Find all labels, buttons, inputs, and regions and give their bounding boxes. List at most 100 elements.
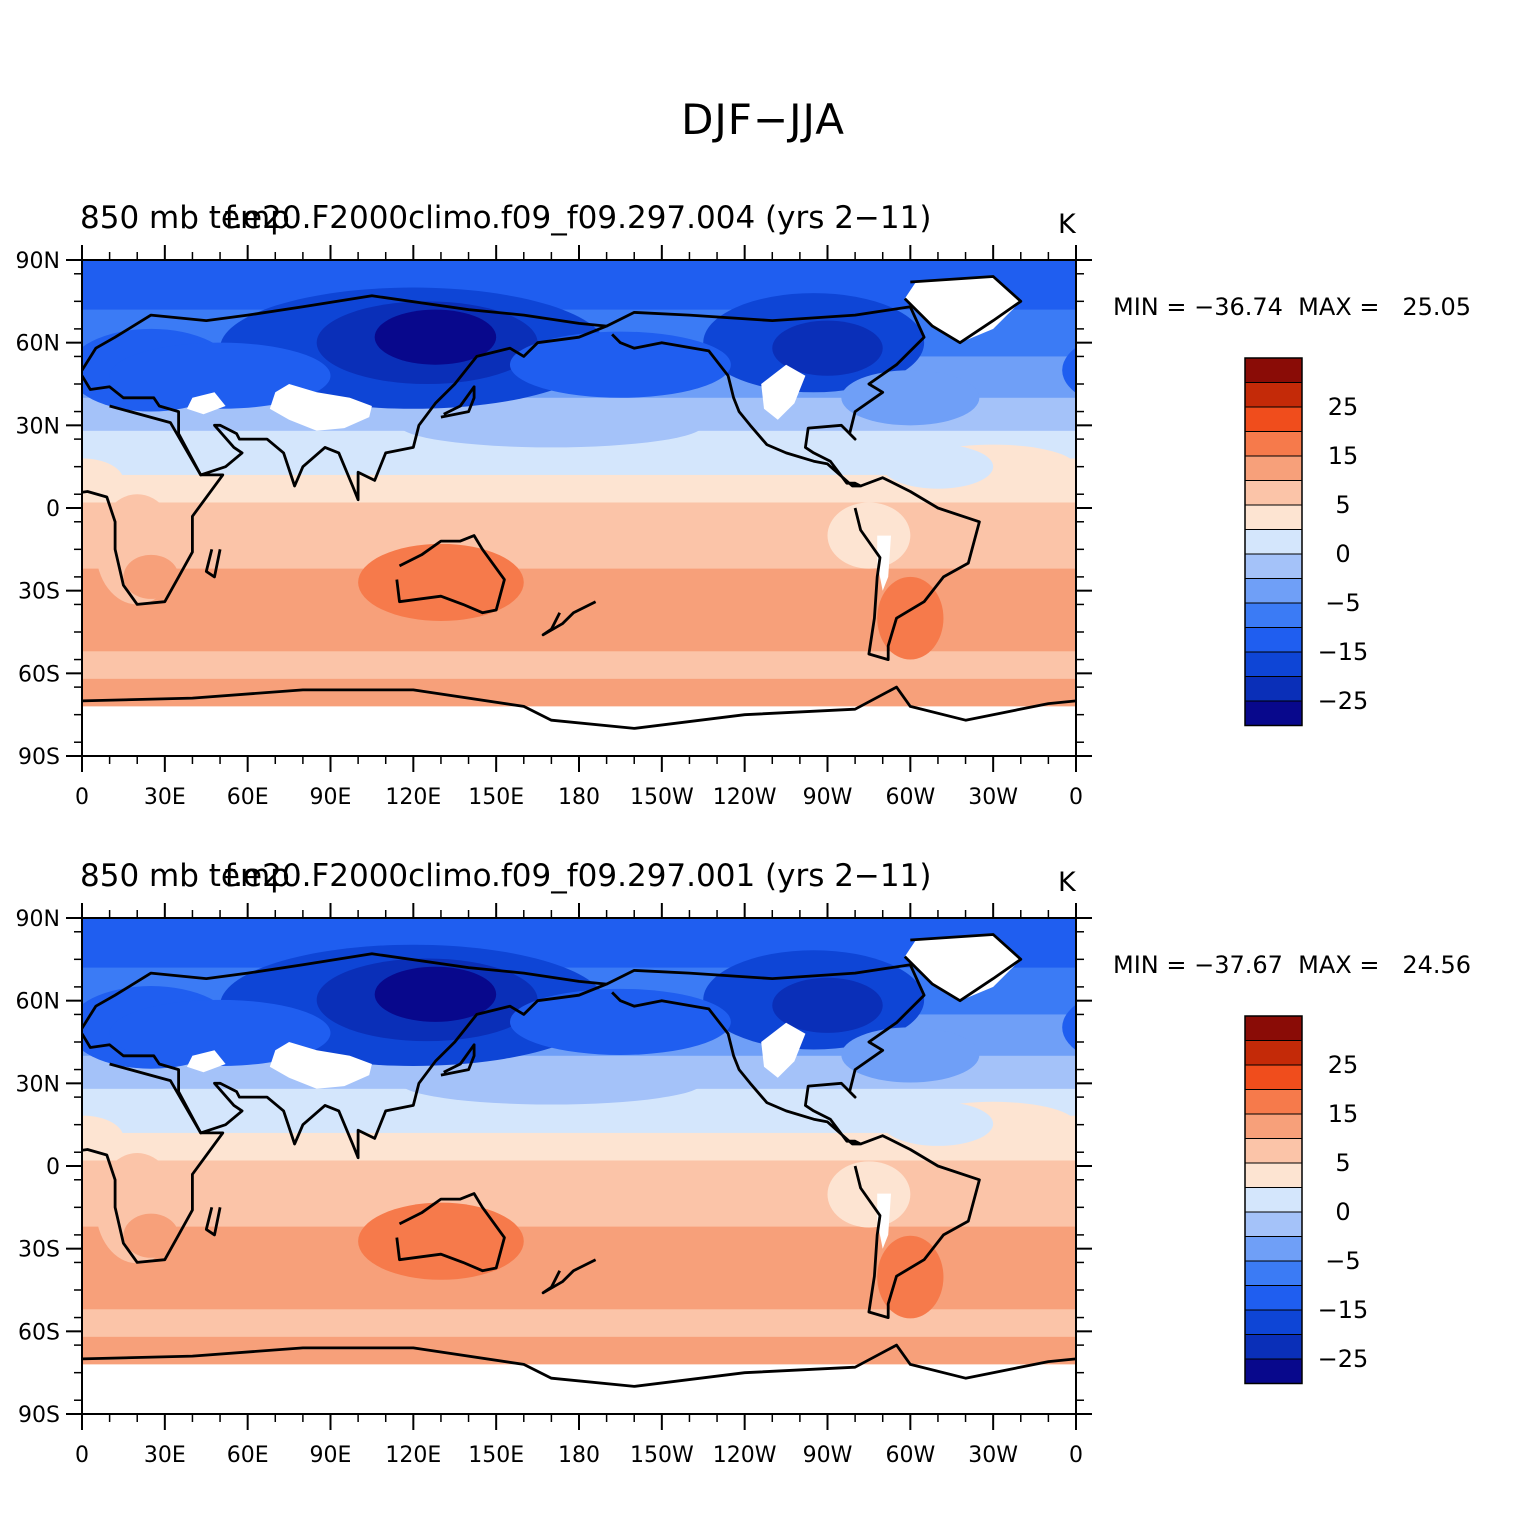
contour-region	[1104, 1000, 1110, 1066]
lon-label: 0	[1069, 785, 1083, 810]
lat-label: 30N	[16, 1072, 60, 1097]
panel-left-title: 850 mb temp	[80, 200, 290, 236]
colorbar-label: −15	[1318, 1296, 1369, 1324]
colorbar-box	[1244, 480, 1303, 506]
colorbar-box	[1244, 578, 1303, 604]
coastline	[605, 963, 926, 1146]
map-plot: 90N 60N 30N 0 30S 60S 90S 0 30E 60E 90E 120E 150E 180…	[0, 903, 1110, 1468]
lon-label: 120E	[385, 785, 441, 810]
contour-region	[1034, 458, 1076, 503]
colorbar-box	[1244, 1187, 1303, 1213]
lon-label: 30W	[968, 1443, 1018, 1468]
contour-region	[841, 370, 980, 426]
contour-region	[82, 1115, 124, 1160]
map-field	[0, 260, 1110, 756]
colorbar-box	[1244, 1236, 1303, 1262]
colorbar-box	[1244, 431, 1303, 457]
contour-region	[772, 977, 883, 1033]
contour-region	[1062, 347, 1076, 394]
coastline	[605, 305, 926, 488]
contour-region	[358, 543, 524, 621]
contour-region	[1104, 343, 1110, 409]
contour-region	[1090, 1153, 1110, 1263]
colorbar-box	[1244, 357, 1303, 383]
contour-region	[0, 1102, 82, 1146]
coastline	[903, 933, 1023, 1003]
lat-label: 90S	[18, 1403, 60, 1428]
colorbar-label: 15	[1328, 442, 1359, 470]
missing-region	[877, 1193, 891, 1249]
panel-units: K	[1058, 209, 1076, 240]
colorbar-box	[1244, 1064, 1303, 1090]
lat-label: 90N	[16, 249, 60, 274]
lat-label: 0	[46, 497, 60, 522]
lat-label: 60N	[16, 332, 60, 357]
lat-label: 60S	[18, 1320, 60, 1345]
colorbar-box	[1244, 1260, 1303, 1286]
lon-label: 60W	[885, 1443, 935, 1468]
lat-label: 0	[46, 1155, 60, 1180]
contour-region	[509, 331, 731, 398]
lon-label: 0	[75, 1443, 89, 1468]
coastline	[440, 385, 476, 419]
colorbar-box	[1244, 382, 1303, 408]
colorbar-label: 0	[1335, 1198, 1350, 1226]
coastline	[853, 476, 981, 662]
coastline	[82, 294, 608, 502]
lon-label: 120W	[713, 1443, 777, 1468]
min-max-label: MIN = −37.67 MAX = 24.56	[1113, 951, 1472, 979]
contour-band	[82, 651, 1076, 680]
lat-label: 60N	[16, 990, 60, 1015]
lat-label: 30S	[18, 580, 60, 605]
lat-label: 90N	[16, 907, 60, 932]
lon-label: 30E	[144, 1443, 186, 1468]
coastline	[395, 534, 506, 615]
contour-region	[1034, 1115, 1076, 1160]
contour-region	[123, 554, 179, 599]
colorbar-box	[1244, 455, 1303, 481]
coastline	[82, 1343, 1076, 1388]
missing-region	[761, 364, 806, 420]
panel-left-title: 850 mb temp	[80, 858, 290, 894]
contour-region	[0, 445, 82, 489]
map-panel-1: 850 mb temp f.e20.F2000climo.f09_f09.297…	[0, 195, 1526, 835]
coastline	[204, 1206, 222, 1237]
lon-label: 120E	[385, 1443, 441, 1468]
coastline	[82, 404, 225, 606]
coastline	[395, 1192, 506, 1273]
colorbar-box	[1244, 406, 1303, 432]
contour-region	[358, 1202, 524, 1280]
contour-region	[882, 444, 994, 489]
colorbar-box	[1244, 1015, 1303, 1041]
colorbar-box	[1244, 1138, 1303, 1164]
colorbar: 25 15 5 0 −5 −15 −25	[1244, 357, 1369, 727]
colorbar-box	[1244, 1285, 1303, 1311]
missing-region	[186, 392, 226, 415]
coastline	[82, 952, 608, 1160]
contour-region	[1090, 494, 1110, 604]
map-plot: 90N 60N 30N 0 30S 60S 90S 0 30E 60E 90E 120E 150E 180…	[0, 245, 1110, 810]
colorbar-label: 0	[1335, 540, 1350, 568]
lon-label: 30E	[144, 785, 186, 810]
colorbar-box	[1244, 1334, 1303, 1360]
colorbar-label: 25	[1328, 393, 1359, 421]
contour-region	[1062, 1004, 1076, 1051]
colorbar-box	[1244, 651, 1303, 677]
contour-band	[82, 1309, 1076, 1338]
contour-region	[374, 966, 497, 1022]
lat-label: 30S	[18, 1238, 60, 1263]
lon-label: 60E	[227, 1443, 269, 1468]
contour-band	[82, 678, 1076, 708]
contour-region	[509, 988, 731, 1055]
lon-label: 30W	[968, 785, 1018, 810]
colorbar: 25 15 5 0 −5 −15 −25	[1244, 1015, 1369, 1385]
colorbar-frame	[1244, 357, 1303, 727]
colorbar-box	[1244, 1211, 1303, 1237]
missing-region	[186, 1050, 226, 1073]
lon-label: 60W	[885, 785, 935, 810]
colorbar-label: −5	[1325, 589, 1360, 617]
colorbar-label: −25	[1318, 687, 1369, 715]
missing-region	[82, 706, 1076, 756]
lon-label: 0	[1069, 1443, 1083, 1468]
contour-region	[882, 1101, 994, 1146]
